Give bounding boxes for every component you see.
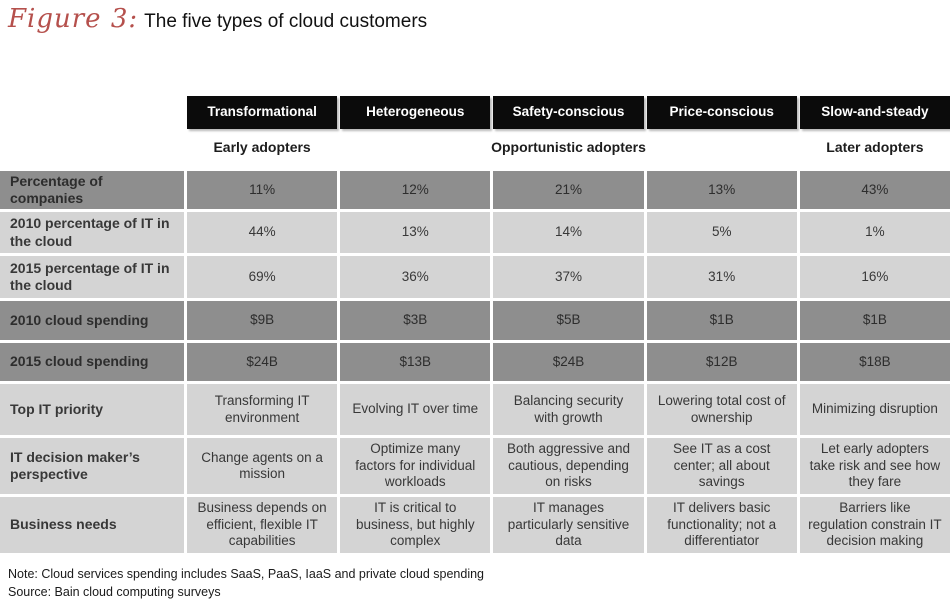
table-cell: Evolving IT over time: [340, 384, 491, 435]
table-cell: IT delivers basic functionality; not a d…: [646, 497, 797, 553]
table-cell: IT is critical to business, but highly c…: [340, 497, 491, 553]
table-cell: $13B: [340, 343, 491, 381]
figure-number-label: Figure 3:: [8, 4, 139, 34]
table-cell: 12%: [340, 171, 491, 209]
source-line: Source: Bain cloud computing surveys: [8, 585, 221, 600]
table-cell: 14%: [493, 212, 644, 253]
table-cell: Minimizing disruption: [799, 384, 950, 435]
table-cell: 36%: [340, 256, 491, 298]
row-label-2015-percentage-it-cloud: 2015 percentage of IT in the cloud: [0, 256, 184, 298]
row-label-percentage-of-companies: Percentage of companies: [0, 171, 184, 209]
column-header-heterogeneous: Heterogeneous: [340, 96, 491, 129]
column-header-safety-conscious: Safety-conscious: [493, 96, 644, 129]
table-cell: $18B: [799, 343, 950, 381]
table-cell: 69%: [187, 256, 338, 298]
adopter-group-later: Later adopters: [826, 139, 924, 156]
table-cell: $1B: [799, 301, 950, 340]
table-cell: 37%: [493, 256, 644, 298]
table-cell: 13%: [646, 171, 797, 209]
table-cell: 1%: [799, 212, 950, 253]
table-cell: IT manages particularly sensitive data: [493, 497, 644, 553]
table-cell: $5B: [493, 301, 644, 340]
table-cell: Barriers like regulation constrain IT de…: [799, 497, 950, 553]
table-cell: $3B: [340, 301, 491, 340]
adopter-group-early: Early adopters: [213, 139, 311, 156]
column-header-slow-and-steady: Slow-and-steady: [799, 96, 950, 129]
row-label-2015-cloud-spending: 2015 cloud spending: [0, 343, 184, 381]
figure-title-text: The five types of cloud customers: [144, 11, 428, 32]
table-cell: $1B: [646, 301, 797, 340]
table-cell: Transforming IT environment: [187, 384, 338, 435]
table-cell: $12B: [646, 343, 797, 381]
row-label-2010-cloud-spending: 2010 cloud spending: [0, 301, 184, 340]
row-label-it-decision-makers-perspective: IT decision maker’s perspective: [0, 438, 184, 494]
table-cell: $9B: [187, 301, 338, 340]
note-line: Note: Cloud services spending includes S…: [8, 567, 484, 581]
figure-footnotes: Note: Cloud services spending includes S…: [8, 565, 484, 601]
table-cell: Let early adopters take risk and see how…: [799, 438, 950, 494]
table-cell: 44%: [187, 212, 338, 253]
table-cell: 11%: [187, 171, 338, 209]
table-cell: 21%: [493, 171, 644, 209]
table-cell: $24B: [493, 343, 644, 381]
column-header-price-conscious: Price-conscious: [646, 96, 797, 129]
figure-title: Figure 3: The five types of cloud custome…: [8, 4, 427, 34]
row-label-top-it-priority: Top IT priority: [0, 384, 184, 435]
table-cell: Change agents on a mission: [187, 438, 338, 494]
table-cell: $24B: [187, 343, 338, 381]
table-cell: Both aggressive and cautious, depending …: [493, 438, 644, 494]
row-label-business-needs: Business needs: [0, 497, 184, 553]
table-cell: See IT as a cost center; all about savin…: [646, 438, 797, 494]
table-cell: 43%: [799, 171, 950, 209]
row-label-2010-percentage-it-cloud: 2010 percentage of IT in the cloud: [0, 212, 184, 253]
table-cell: Optimize many factors for individual wor…: [340, 438, 491, 494]
table-cell: 5%: [646, 212, 797, 253]
table-cell: Balancing security with growth: [493, 384, 644, 435]
table-cell: 13%: [340, 212, 491, 253]
cloud-customers-table: Transformational Heterogeneous Safety-co…: [0, 96, 950, 553]
table-cell: 31%: [646, 256, 797, 298]
table-cell: 16%: [799, 256, 950, 298]
table-cell: Lowering total cost of ownership: [646, 384, 797, 435]
table-corner-spacer: [0, 96, 184, 129]
column-header-transformational: Transformational: [187, 96, 338, 129]
table-cell: Business depends on efficient, flexible …: [187, 497, 338, 553]
adopter-row-spacer: [0, 132, 184, 168]
adopter-group-opportunistic: Opportunistic adopters: [491, 139, 646, 156]
